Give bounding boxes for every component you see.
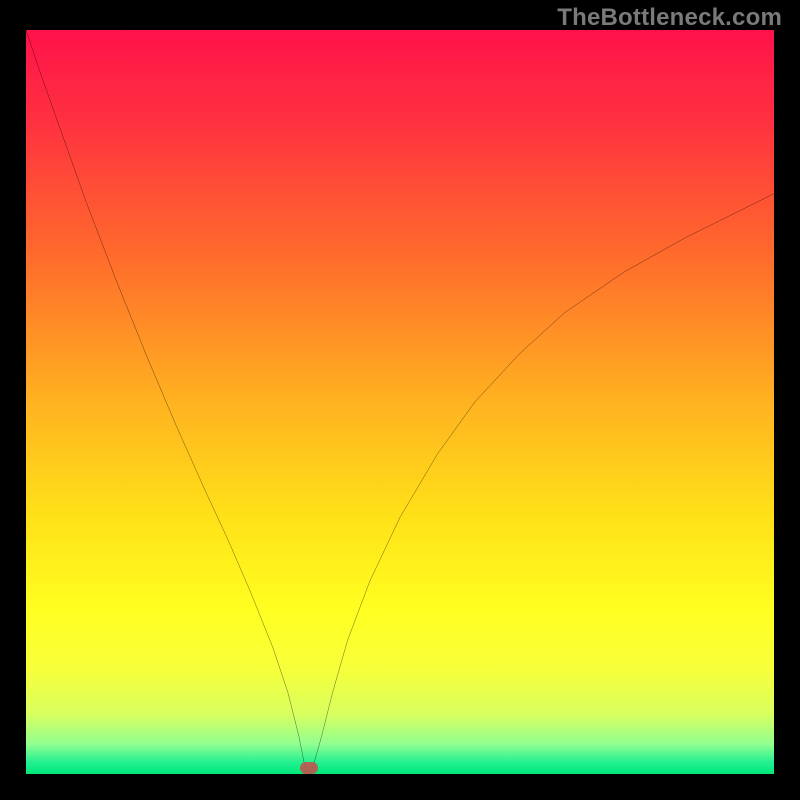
curve-left-branch <box>26 30 306 771</box>
watermark-text: TheBottleneck.com <box>557 4 782 32</box>
optimum-marker <box>300 762 318 774</box>
plot-area <box>26 30 774 774</box>
curve-right-branch <box>312 194 774 771</box>
bottleneck-curve <box>26 30 774 774</box>
chart-stage: TheBottleneck.com <box>0 0 800 800</box>
